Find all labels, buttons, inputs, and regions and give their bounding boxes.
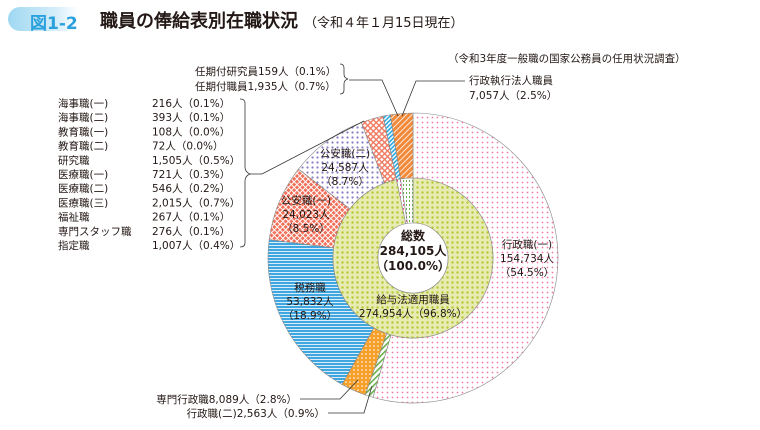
center-label: 総数	[401, 228, 426, 243]
others-item-name: 教育職(二)	[58, 140, 108, 153]
label-gyosei1-count: 154,734人	[500, 253, 554, 265]
others-item-name: 医療職(一)	[58, 168, 108, 181]
label-koan2-count: 24,587人	[321, 162, 369, 174]
label-koan1-count: 24,023人	[282, 209, 330, 221]
chart-title: 職員の俸給表別在職状況 （令和４年１月15日現在）	[100, 7, 464, 33]
inner-label-kyuyo: 給与法適用職員	[376, 293, 450, 306]
date-note: （令和４年１月15日現在）	[304, 16, 464, 31]
inner-value-kyuyo: 274,954人（96.8%）	[359, 308, 467, 320]
others-item-value: 108人（0.0%）	[152, 126, 230, 138]
figure-badge: 図1-2	[8, 7, 78, 34]
others-item-value: 267人（0.1%）	[152, 212, 230, 224]
source-note: （令和3年度一般職の国家公務員の任用状況調査）	[448, 52, 686, 65]
others-item-value: 216人（0.1%）	[152, 98, 230, 110]
others-item-name: 専門スタッフ職	[58, 226, 132, 238]
callout-gyosei2: 行政職(二)2,563人（0.9%）	[187, 407, 325, 420]
others-item-name: 海事職(二)	[58, 111, 108, 124]
fixed-term-item: 任期付職員1,935人（0.7%）	[195, 80, 336, 93]
others-item-value: 72人（0.0%）	[152, 141, 224, 153]
label-zeimu-pct: （18.9%）	[283, 310, 337, 322]
center-pct: （100.0%）	[376, 258, 450, 273]
others-item-name: 医療職(二)	[58, 182, 108, 195]
label-gyosei1-pct: （54.5%）	[500, 267, 554, 279]
outer-ring	[267, 112, 559, 404]
figure-number: 図1-2	[30, 14, 78, 34]
callout-senmon: 専門行政職8,089人（2.8%）	[156, 393, 297, 406]
label-gyosei1-name: 行政職(一)	[502, 238, 552, 251]
label-koan1-name: 公安職(一)	[281, 194, 331, 207]
others-item-name: 研究職	[58, 154, 90, 167]
fixed-term-bracket	[339, 63, 349, 95]
others-item-value: 721人（0.3%）	[152, 169, 230, 181]
others-item-name: 教育職(一)	[58, 125, 108, 138]
independent-admin-leader	[401, 80, 465, 117]
others-list: 海事職(一) 216人（0.1%） 海事職(二) 393人（0.1%） 教育職(一) 10…	[58, 97, 240, 252]
others-bracket	[239, 98, 252, 248]
others-item-value: 546人（0.2%）	[152, 183, 230, 195]
others-item-value: 2,015人（0.7%）	[152, 197, 240, 209]
fixed-term-item: 任期付研究員159人（0.1%）	[195, 65, 336, 78]
independent-admin-label: 行政執行法人職員	[469, 74, 553, 87]
others-item-value: 393人（0.1%）	[152, 112, 230, 124]
fixed-term-leader	[349, 79, 399, 117]
others-item-name: 海事職(一)	[58, 97, 108, 110]
title-text: 職員の俸給表別在職状況	[100, 11, 298, 32]
others-item-name: 指定職	[58, 239, 90, 252]
label-koan1-pct: （8.5%）	[282, 223, 330, 235]
others-item-value: 1,007人（0.4%）	[152, 240, 240, 252]
label-zeimu-count: 53,832人	[286, 296, 334, 308]
others-item-name: 福祉職	[58, 211, 90, 224]
others-item-value: 1,505人（0.5%）	[152, 155, 240, 167]
independent-admin-value: 7,057人（2.5%）	[469, 90, 557, 102]
center-value: 284,105人	[380, 243, 448, 258]
center-hole	[377, 222, 449, 294]
label-zeimu-name: 税務職	[294, 281, 326, 294]
gyosei2-leader	[328, 385, 373, 414]
leader-lines	[239, 63, 465, 414]
others-item-name: 医療職(三)	[58, 196, 108, 209]
others-leader	[250, 120, 365, 175]
label-koan2-pct: （8.7%）	[321, 176, 369, 188]
label-koan2-name: 公安職(二)	[320, 147, 370, 160]
senmon-leader	[300, 379, 359, 400]
others-item-value: 276人（0.1%）	[152, 226, 230, 238]
